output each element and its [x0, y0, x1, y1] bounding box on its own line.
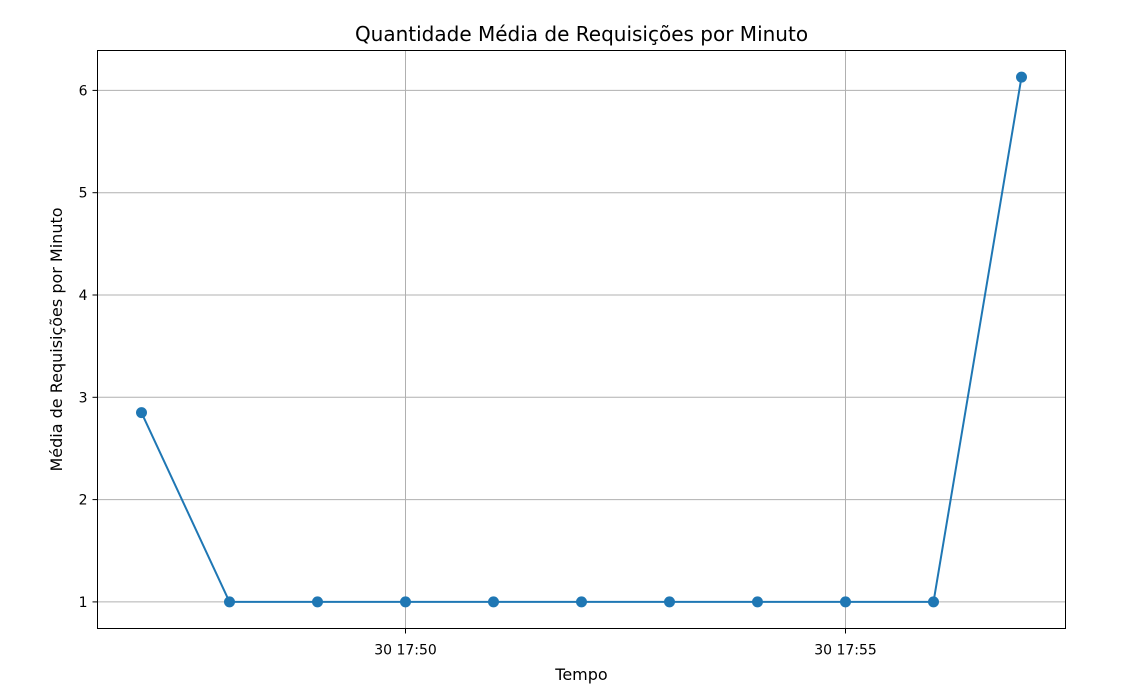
data-point-marker: [488, 596, 499, 608]
data-point-marker: [576, 596, 587, 608]
y-tick-label: 3: [79, 390, 88, 406]
data-point-marker: [224, 596, 235, 608]
y-tick-label: 6: [79, 83, 88, 99]
data-point-marker: [928, 596, 939, 608]
y-tick-label: 1: [79, 595, 88, 611]
plot-frame: [97, 50, 1066, 629]
y-tick-label: 5: [79, 186, 88, 202]
chart-title: Quantidade Média de Requisições por Minu…: [355, 22, 808, 46]
data-point-marker: [312, 596, 323, 608]
x-tick-label: 30 17:55: [814, 643, 877, 659]
data-point-marker: [664, 596, 675, 608]
data-point-marker: [840, 596, 851, 608]
x-tick-label: 30 17:50: [374, 643, 437, 659]
data-point-marker: [752, 596, 763, 608]
data-point-marker: [136, 407, 147, 419]
y-axis-label: Média de Requisições por Minuto: [47, 207, 66, 471]
x-axis-label: Tempo: [554, 665, 607, 684]
series-line: [140, 76, 1023, 603]
grid: [97, 50, 1066, 629]
y-tick-label: 2: [79, 493, 88, 509]
y-tick-label: 4: [79, 288, 88, 304]
data-point-marker: [400, 596, 411, 608]
series-layer: [136, 71, 1027, 608]
data-point-marker: [1016, 71, 1027, 83]
ticks: 1 2 3 4 5 6 30 17:50 30 17:55: [79, 83, 877, 658]
